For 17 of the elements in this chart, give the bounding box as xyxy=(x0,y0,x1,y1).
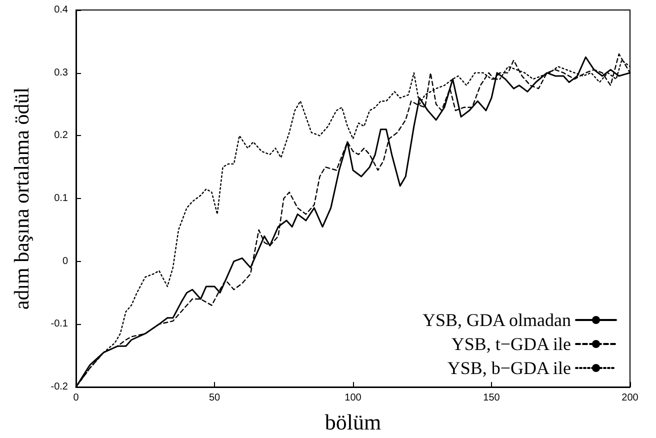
y-tick-label: 0.3 xyxy=(54,67,68,78)
y-tick-label: -0.1 xyxy=(50,318,68,330)
y-tick-label: 0.2 xyxy=(54,130,68,142)
legend-label: YSB, GDA olmadan xyxy=(422,310,571,330)
y-tick-label: 0 xyxy=(62,256,68,267)
x-tick-label: 50 xyxy=(208,392,220,404)
y-tick-label: -0.2 xyxy=(50,382,68,392)
y-axis-title: adım başına ortalama ödül xyxy=(10,87,34,310)
legend-label: YSB, b−GDA ile xyxy=(447,358,571,378)
y-tick-label: 0.1 xyxy=(54,193,68,204)
x-tick-label: 100 xyxy=(344,392,362,404)
y-tick-label: 0.4 xyxy=(54,4,68,16)
x-tick-label: 0 xyxy=(73,392,80,404)
x-tick-label: 200 xyxy=(622,392,639,404)
legend-label: YSB, t−GDA ile xyxy=(451,334,571,354)
x-tick-label: 150 xyxy=(483,392,500,404)
x-axis-title: bölüm xyxy=(324,410,382,434)
